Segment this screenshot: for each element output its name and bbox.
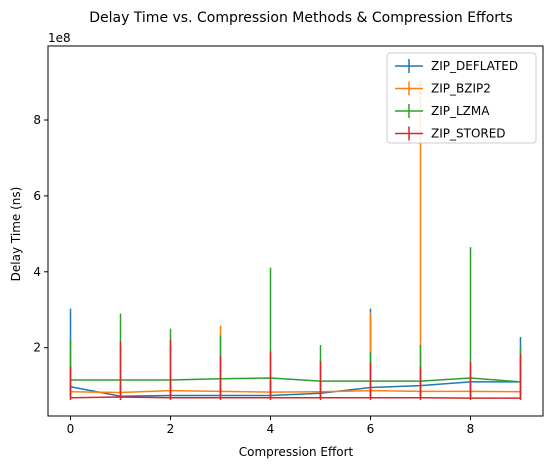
x-tick-label: 0 bbox=[67, 422, 75, 436]
legend: ZIP_DEFLATED ZIP_BZIP2 ZIP_LZMA ZIP_STORED bbox=[386, 52, 537, 144]
x-tick-label: 2 bbox=[167, 422, 175, 436]
series-line bbox=[70, 377, 521, 383]
series-zip-deflated bbox=[69, 308, 522, 398]
y-axis-label: Delay Time (ns) bbox=[9, 187, 23, 282]
x-tick-label: 8 bbox=[467, 422, 475, 436]
y-tick-label: 6 bbox=[33, 189, 41, 203]
series-zip-lzma bbox=[69, 247, 522, 398]
legend-item: ZIP_STORED bbox=[395, 126, 506, 141]
legend-label: ZIP_STORED bbox=[431, 127, 506, 141]
legend-label: ZIP_LZMA bbox=[431, 104, 490, 118]
legend-label: ZIP_DEFLATED bbox=[431, 59, 518, 73]
legend-box bbox=[386, 52, 537, 144]
legend-label: ZIP_BZIP2 bbox=[431, 82, 491, 96]
plot-frame bbox=[47, 45, 544, 417]
y-tick-label: 8 bbox=[33, 113, 41, 127]
series-line bbox=[70, 381, 521, 398]
legend-item: ZIP_LZMA bbox=[395, 104, 490, 118]
chart-title: Delay Time vs. Compression Methods & Com… bbox=[89, 10, 513, 26]
x-tick-label: 6 bbox=[367, 422, 375, 436]
y-tick-label: 2 bbox=[33, 341, 41, 355]
y-tick-label: 4 bbox=[33, 265, 41, 279]
legend-item: ZIP_BZIP2 bbox=[395, 81, 491, 96]
y-offset-label: 1e8 bbox=[48, 31, 71, 45]
x-tick-label: 4 bbox=[267, 422, 275, 436]
x-axis-label: Compression Effort bbox=[239, 445, 354, 459]
legend-item: ZIP_DEFLATED bbox=[395, 59, 518, 73]
series-line bbox=[70, 396, 521, 399]
series-zip-stored bbox=[69, 340, 522, 401]
series-line bbox=[70, 389, 521, 394]
